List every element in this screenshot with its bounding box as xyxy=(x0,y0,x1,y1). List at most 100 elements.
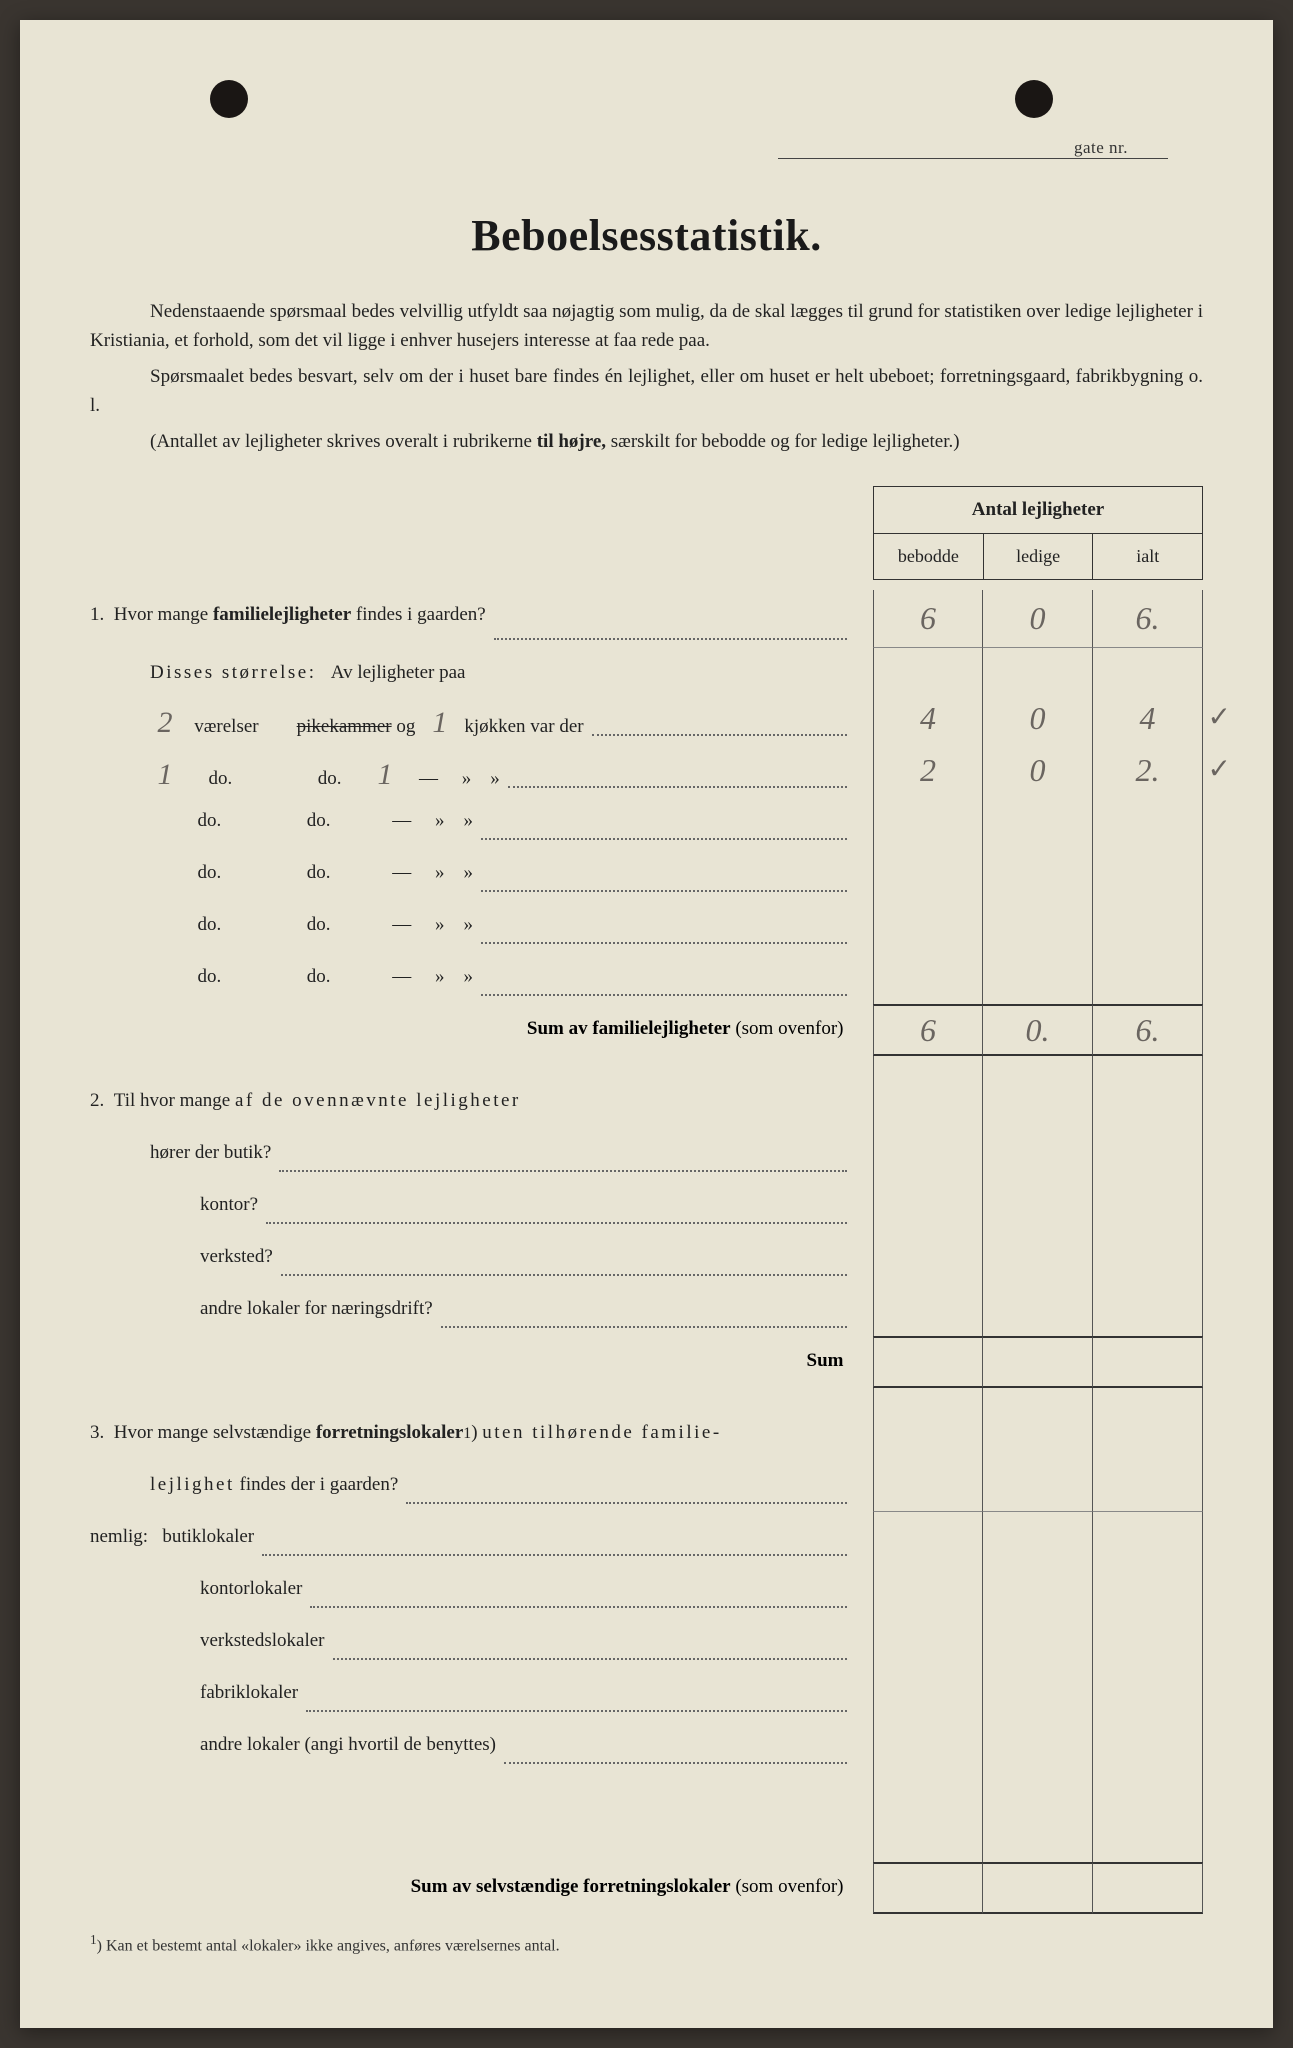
th-ialt: ialt xyxy=(1093,534,1203,580)
cell-gap xyxy=(873,1056,983,1076)
cell-gap xyxy=(983,1388,1093,1408)
q3-text-b: forretningslokaler xyxy=(316,1422,463,1444)
cell-empty xyxy=(983,1460,1093,1512)
cell-empty xyxy=(983,1772,1093,1862)
cell-empty xyxy=(983,952,1093,1004)
q3-r4: fabriklokaler xyxy=(200,1682,298,1704)
q2-kontor: kontor? xyxy=(90,1180,853,1232)
cell-empty xyxy=(983,900,1093,952)
q2-verksted-text: verksted? xyxy=(200,1246,273,1268)
q3-r1: butiklokaler xyxy=(162,1526,254,1548)
hw-rooms-1: 2 xyxy=(150,706,180,740)
cell-empty xyxy=(873,900,983,952)
punch-hole-left xyxy=(210,80,248,118)
quote-1: » xyxy=(462,768,472,790)
cell-empty xyxy=(873,848,983,900)
quote-r4b: » xyxy=(464,862,474,884)
q1-r1-strike: pikekammer xyxy=(297,716,392,738)
cell-empty xyxy=(873,1284,983,1336)
q1-r1-kjokken: kjøkken var der xyxy=(464,716,583,738)
cell-empty xyxy=(873,1460,983,1512)
checkmark-2: ✓ xyxy=(1208,752,1231,786)
do-r6b: do. xyxy=(307,966,331,988)
q3-number: 3. xyxy=(90,1422,104,1444)
quote-r5b: » xyxy=(464,914,474,936)
q3-blank xyxy=(90,1772,853,1862)
cell-empty xyxy=(1093,1128,1203,1180)
gate-number-field: gate nr. xyxy=(778,138,1168,159)
intro-3c: særskilt for bebodde og for ledige lejli… xyxy=(611,431,960,452)
q1-r1-ialt: 4 xyxy=(1093,692,1203,744)
cell-empty xyxy=(983,1564,1093,1616)
quote-r3a: » xyxy=(435,810,445,832)
cell-empty xyxy=(873,1720,983,1772)
q3-butik: nemlig: butiklokaler xyxy=(90,1512,853,1564)
q2-sum-c3 xyxy=(1093,1336,1203,1388)
cell-empty xyxy=(983,1232,1093,1284)
checkmark-1: ✓ xyxy=(1208,700,1231,734)
cell-empty xyxy=(873,1512,983,1564)
intro-paragraph-1: Nedenstaaende spørsmaal bedes velvillig … xyxy=(90,297,1203,356)
q3-line1: 3. Hvor mange selvstændige forretningslo… xyxy=(90,1408,853,1460)
q2-andre: andre lokaler for næringsdrift? xyxy=(90,1284,853,1336)
do-1: do. xyxy=(209,768,233,790)
q3-sum-line: Sum av selvstændige forretningslokaler (… xyxy=(90,1862,853,1914)
do-r3b: do. xyxy=(307,810,331,832)
cell-empty xyxy=(983,1284,1093,1336)
q3-paren: ) xyxy=(471,1422,477,1444)
q1-size-row-5: do. do. — » » xyxy=(90,900,853,952)
quote-r3b: » xyxy=(464,810,474,832)
q3-sum-c3 xyxy=(1093,1862,1203,1914)
dash-r5: — xyxy=(392,914,411,936)
th-ledige: ledige xyxy=(983,534,1093,580)
cell-empty xyxy=(983,1668,1093,1720)
footnote: 1) Kan et bestemt antal «lokaler» ikke a… xyxy=(90,1932,1203,1955)
cell-empty xyxy=(873,1076,983,1128)
intro-2-text: Spørsmaalet bedes besvart, selv om der i… xyxy=(90,366,1203,416)
q3-kontor: kontorlokaler xyxy=(90,1564,853,1616)
quote-2: » xyxy=(490,768,500,790)
q1-r2-ialt: 2. xyxy=(1093,744,1203,796)
q3-andre: andre lokaler (angi hvortil de benyttes) xyxy=(90,1720,853,1772)
intro-paragraph-3: (Antallet av lejligheter skrives overalt… xyxy=(90,427,1203,456)
q2-number: 2. xyxy=(90,1090,104,1112)
cell-empty xyxy=(983,648,1093,692)
cell-empty xyxy=(1093,952,1203,1004)
cell-empty xyxy=(983,1128,1093,1180)
q1-number: 1. xyxy=(90,604,104,626)
q3-fabrik: fabriklokaler xyxy=(90,1668,853,1720)
cell-gap xyxy=(1093,1056,1203,1076)
q1-total-bebodde: 6 xyxy=(873,590,983,648)
hw-kitchen-1: 1 xyxy=(425,706,455,740)
cell-empty xyxy=(1093,648,1203,692)
cell-empty xyxy=(873,1616,983,1668)
q1-sum-line: Sum av familielejligheter (som ovenfor) xyxy=(90,1004,853,1056)
q2-butik: hører der butik? xyxy=(90,1128,853,1180)
cell-empty xyxy=(873,952,983,1004)
q2-sum-line: Sum xyxy=(90,1336,853,1388)
q2-butik-text: hører der butik? xyxy=(150,1142,271,1164)
cell-gap xyxy=(873,1388,983,1408)
cell-empty xyxy=(873,1668,983,1720)
q1-total-ledige: 0 xyxy=(983,590,1093,648)
q1-text-a: Hvor mange xyxy=(114,604,208,626)
count-table-header: Antal lejligheter bebodde ledige ialt xyxy=(873,486,1203,580)
cell-empty xyxy=(1093,1284,1203,1336)
dash-r4: — xyxy=(392,862,411,884)
cell-empty xyxy=(873,1564,983,1616)
cell-empty xyxy=(873,1408,983,1460)
q1-r1-vaerelser: værelser xyxy=(194,716,258,738)
intro-3b-bold: til højre, xyxy=(537,431,606,452)
intro-1-text: Nedenstaaende spørsmaal bedes velvillig … xyxy=(90,301,1203,351)
q3-sum-bold: Sum av selvstændige forretningslokaler xyxy=(411,1876,731,1897)
q3-text-a: Hvor mange selvstændige xyxy=(114,1422,311,1444)
cell-empty xyxy=(1093,1720,1203,1772)
q1-sizes-sub: Av lejligheter paa xyxy=(331,662,466,684)
cell-gap xyxy=(983,1056,1093,1076)
q1-sum-bold: Sum av familielejligheter xyxy=(527,1018,731,1039)
quote-r4a: » xyxy=(435,862,445,884)
cell-empty xyxy=(1093,1772,1203,1862)
cell-empty xyxy=(873,796,983,848)
cell-empty xyxy=(1093,1564,1203,1616)
footnote-sup: 1 xyxy=(90,1932,97,1947)
